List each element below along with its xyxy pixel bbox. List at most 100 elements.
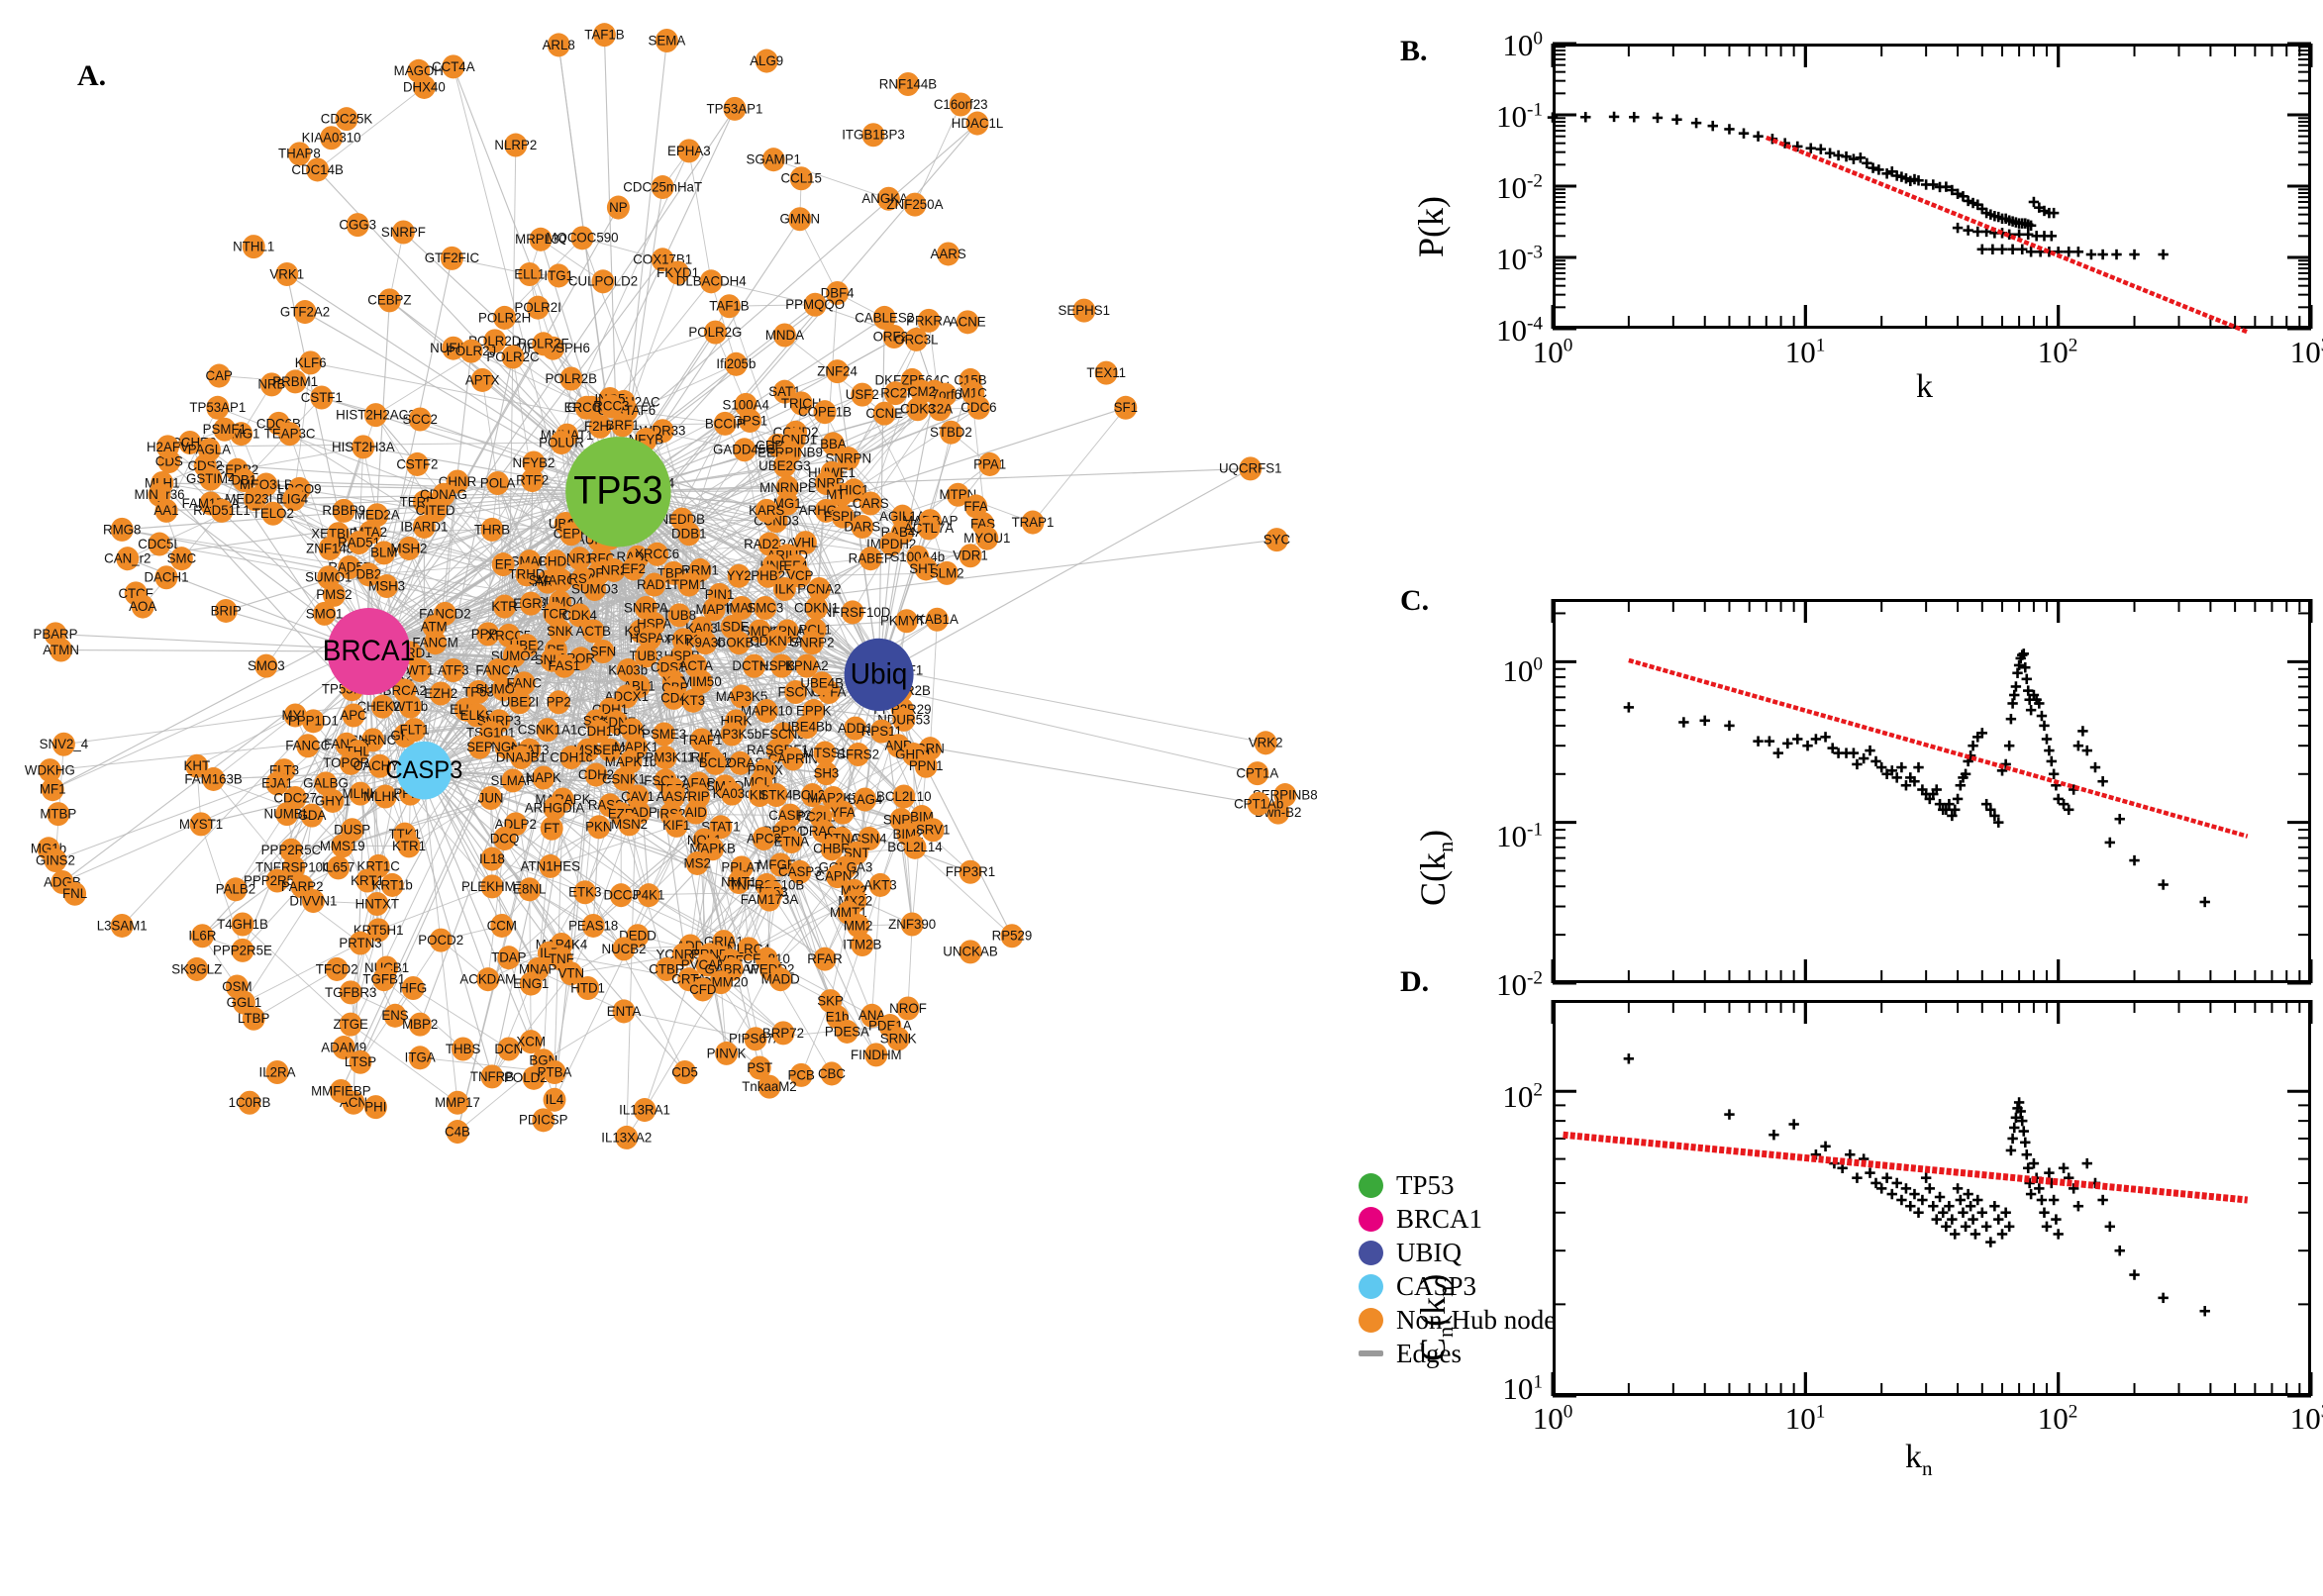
network-node[interactable]: CDK3 [900, 397, 936, 422]
network-node[interactable]: PHB2 [751, 563, 785, 588]
network-node[interactable]: VTN [557, 961, 584, 986]
network-node[interactable]: CCL15 [781, 166, 822, 191]
network-node[interactable]: IL18 [479, 847, 505, 871]
network-node[interactable]: C2A [927, 397, 954, 422]
network-node[interactable]: EF2 [622, 556, 646, 581]
network-node[interactable]: POLR2H [478, 305, 531, 330]
network-node[interactable]: CGG3 [339, 213, 376, 238]
network-node[interactable]: DCN [494, 1037, 523, 1061]
network-node[interactable]: TOPORS [323, 750, 378, 775]
network-node[interactable]: THRB [474, 517, 510, 542]
network-node[interactable]: USF2 [846, 382, 879, 407]
network-node[interactable]: NTHL1 [233, 235, 274, 259]
network-node[interactable]: SRNK [880, 1027, 917, 1051]
network-node[interactable]: RAD51L1 [193, 498, 251, 523]
network-node[interactable]: C16orf23 [934, 92, 988, 117]
network-node[interactable]: AA1 [153, 498, 179, 523]
network-node[interactable]: RCC3 [593, 394, 630, 419]
network-node[interactable]: HIST2H2AC2 [336, 403, 416, 428]
network-node[interactable]: PRTN3 [339, 931, 382, 955]
network-node[interactable]: KPNA2 [785, 653, 829, 678]
network-node[interactable]: CPT1A [1236, 761, 1279, 786]
network-node[interactable]: FAS1 [549, 653, 581, 678]
network-node[interactable]: PKN [585, 815, 612, 840]
network-node[interactable]: MAPT [696, 597, 733, 622]
network-node[interactable]: BRP72 [762, 1021, 804, 1046]
network-node[interactable]: PSME3 [642, 722, 686, 747]
network-node[interactable]: CDKN1 [794, 596, 839, 621]
network-node[interactable]: PAGLA [188, 438, 232, 462]
network-node[interactable]: AKT3 [863, 872, 897, 897]
network-node[interactable]: EF [491, 552, 515, 577]
network-node[interactable]: RABEP [849, 547, 893, 571]
network-node[interactable]: CACHY1 [354, 753, 407, 778]
network-node[interactable]: CAP [206, 363, 233, 388]
network-node[interactable]: SEPHS1 [1059, 298, 1110, 323]
network-node[interactable]: SFN [590, 639, 617, 664]
network-hub-brca1[interactable]: BRCA1 [323, 608, 415, 695]
network-node[interactable]: PTBA [538, 1059, 573, 1084]
network-node[interactable]: DACH1 [144, 565, 189, 590]
network-node[interactable]: THAP8 [278, 142, 321, 166]
network-node[interactable]: FT [540, 816, 563, 841]
network-node[interactable]: FAM163B [184, 766, 243, 791]
network-node[interactable]: PPMQQO [785, 292, 845, 317]
network-node[interactable]: FSPIB [824, 504, 861, 529]
network-node[interactable]: MYST1 [179, 812, 223, 837]
network-node[interactable]: ADAM9 [321, 1036, 366, 1060]
network-node[interactable]: FANCM [412, 631, 458, 655]
network-node[interactable]: CCM [487, 913, 517, 938]
network-node[interactable]: MG1 [773, 491, 802, 516]
network-node[interactable]: ALG9 [750, 49, 783, 73]
network-node[interactable]: FPP3R1 [946, 859, 995, 884]
network-node[interactable]: MMFIEBP [311, 1079, 371, 1104]
network-node[interactable]: SUMO3 [571, 576, 618, 601]
network-node[interactable]: KA03c [713, 781, 752, 806]
network-node[interactable]: NR2 [601, 557, 628, 582]
network-node[interactable]: SNV2_4 [40, 732, 89, 756]
network-node[interactable]: XRCC6 [635, 542, 679, 566]
network-node[interactable]: SK9GLZ [171, 956, 222, 981]
network-node[interactable]: BAG4 [848, 787, 883, 812]
network-node[interactable]: TNFRB [470, 1064, 514, 1089]
network-node[interactable]: SYC [1263, 528, 1291, 552]
network-node[interactable]: ILK [772, 576, 796, 601]
network-node[interactable]: CHD3 [538, 549, 574, 574]
network-node[interactable]: CDK4 [561, 603, 597, 628]
network-node[interactable]: L3SAM1 [97, 913, 148, 938]
network-node[interactable]: HTD1 [570, 975, 605, 1000]
network-node[interactable]: CORAS [717, 750, 763, 775]
network-node[interactable]: MAPK10 [741, 699, 793, 724]
network-node[interactable]: COKB1 [717, 631, 761, 655]
network-node[interactable]: CDH1c [550, 745, 592, 769]
network-node[interactable]: FANC [506, 671, 542, 696]
network-node[interactable]: CCNE [865, 401, 903, 426]
network-node[interactable]: PMS2 [316, 582, 353, 607]
network-node[interactable]: DDB1 [671, 522, 707, 547]
network-node[interactable]: POLR2F [518, 332, 569, 356]
network-node[interactable]: PINVK [707, 1041, 747, 1065]
network-node[interactable]: WDKHG [25, 758, 75, 783]
network-node[interactable]: ELL1 [514, 261, 545, 286]
network-node[interactable]: LIG4 [279, 487, 309, 512]
network-node[interactable]: NR1 [566, 547, 593, 571]
network-node[interactable]: MADD [761, 967, 800, 992]
network-node[interactable]: BBA [820, 432, 848, 456]
network-node[interactable]: CTBR [649, 956, 685, 981]
network-node[interactable]: TRICH [781, 391, 822, 416]
network-node[interactable]: Ifi205b [716, 351, 756, 376]
network-node[interactable]: CDH2 [578, 762, 614, 787]
network-node[interactable]: UQCRFS1 [1219, 456, 1282, 481]
network-node[interactable]: NLRP2 [494, 133, 537, 157]
network-node[interactable]: NMT1 [721, 869, 757, 895]
network-node[interactable]: EGR1 [513, 591, 549, 616]
network-node[interactable]: PCNA2 [797, 576, 842, 601]
network-node[interactable]: COPE1B [798, 400, 852, 425]
network-node[interactable]: EZH2 [424, 681, 457, 706]
network-node[interactable]: K9A3b [686, 631, 726, 655]
network-node[interactable]: POLR2G [688, 320, 742, 345]
network-node[interactable]: PPP1D1 [288, 709, 339, 734]
network-node[interactable]: CDC6 [960, 395, 997, 420]
network-node[interactable]: MSN2 [611, 812, 648, 837]
network-node[interactable]: RMG8 [103, 517, 141, 542]
